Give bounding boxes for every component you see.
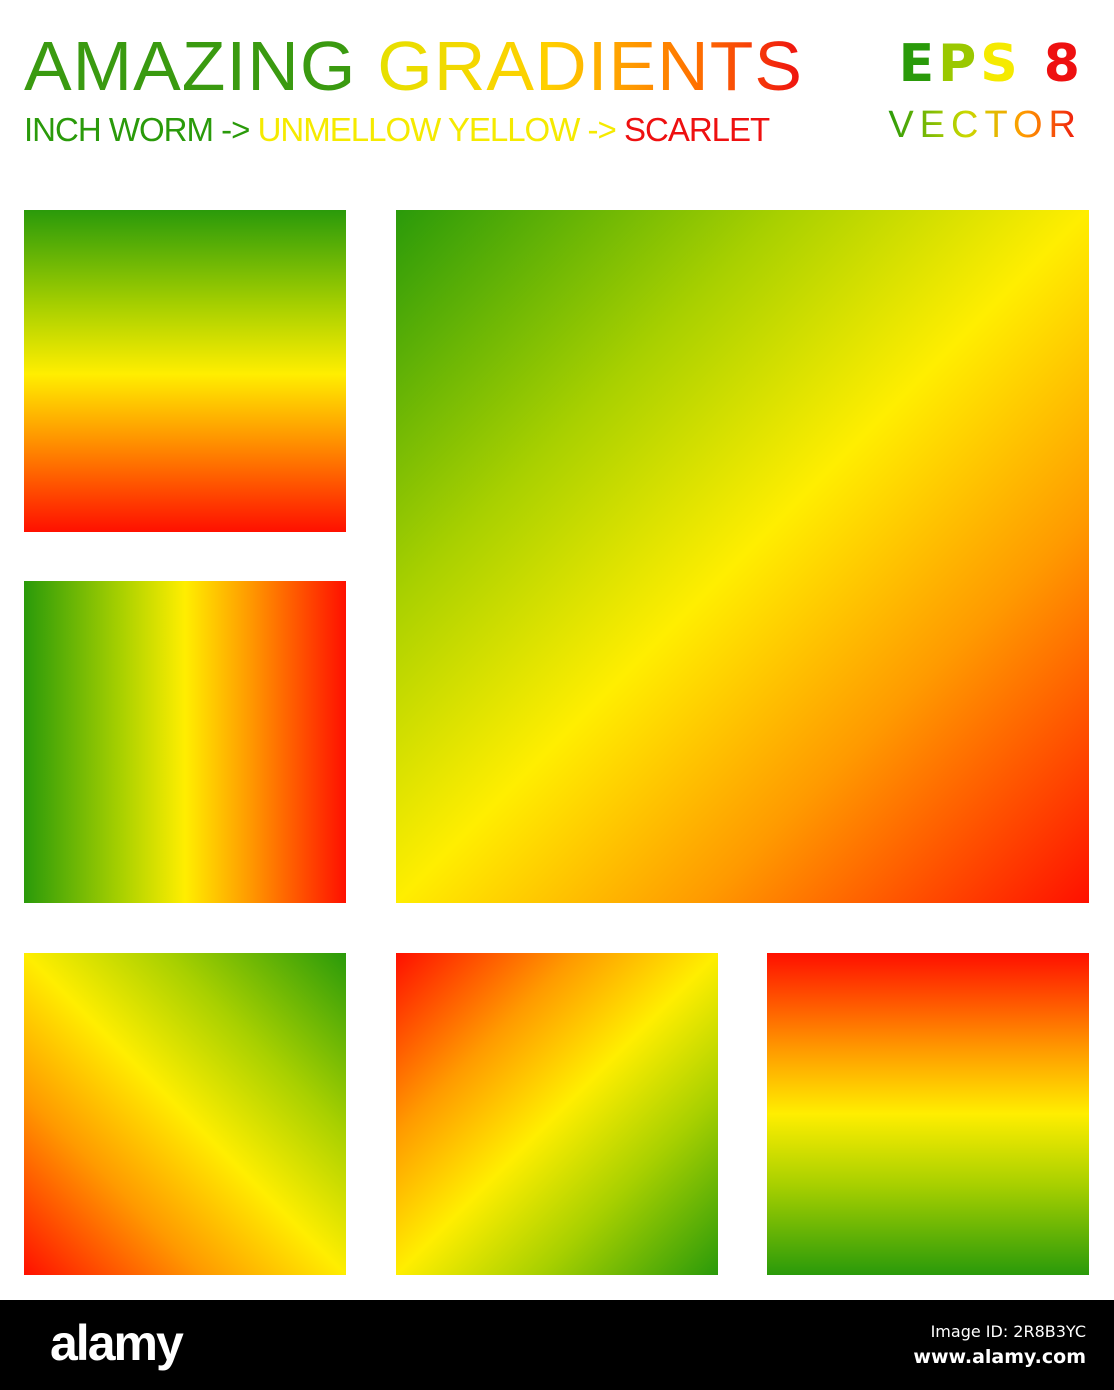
eps-s: S <box>980 34 1022 94</box>
gradient-swatch-vertical-inverted <box>767 953 1089 1275</box>
vector-label: VECTOR <box>888 104 1082 146</box>
title-amazing: AMAZING <box>24 27 378 105</box>
site-url: www.alamy.com <box>913 1346 1086 1368</box>
subtitle-inch-worm: INCH WORM -> <box>24 111 250 148</box>
title-gradients: GRADIENTS <box>377 27 804 105</box>
gradient-swatch-horizontal <box>24 581 346 903</box>
alamy-logo: alamy <box>50 1315 184 1371</box>
eps-label: EPS 8 <box>899 34 1084 94</box>
page-title: AMAZING GRADIENTS <box>24 28 803 104</box>
eps-8: 8 <box>1021 34 1084 94</box>
gradient-swatch-vertical <box>24 210 346 532</box>
gradient-swatch-large-diagonal <box>396 210 1089 903</box>
color-names-subtitle: INCH WORM -> UNMELLOW YELLOW -> SCARLET <box>24 110 770 150</box>
subtitle-unmellow-yellow: UNMELLOW YELLOW -> <box>249 111 617 148</box>
gradient-swatch-diagonal-reverse <box>24 953 346 1275</box>
subtitle-scarlet: SCARLET <box>615 111 770 148</box>
gradient-swatch-diagonal-inverted <box>396 953 718 1275</box>
eps-e: E <box>898 34 939 94</box>
eps-p: P <box>938 34 981 94</box>
footer-bar: alamy Image ID: 2R8B3YC www.alamy.com <box>0 1300 1114 1390</box>
image-id: Image ID: 2R8B3YC <box>930 1322 1086 1341</box>
